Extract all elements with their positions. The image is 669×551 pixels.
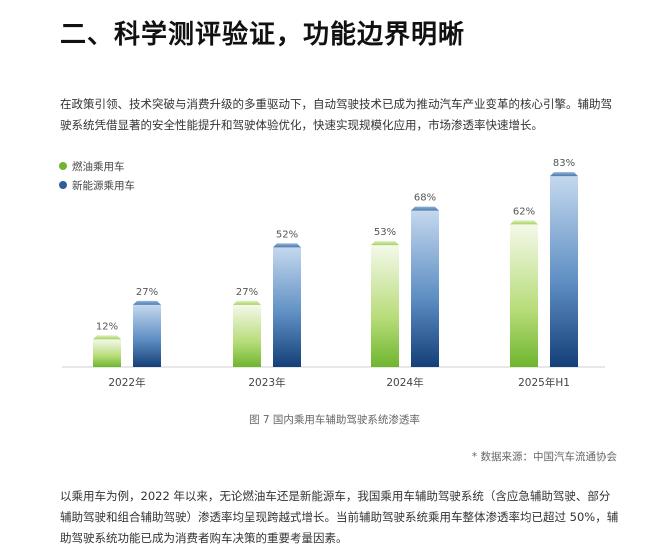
bar-top-nev-0: [133, 300, 161, 305]
x-tick-labels: 2022年 2023年 2024年 2025年H1: [108, 376, 570, 389]
legend-swatch-fuel: [59, 162, 67, 170]
bar-fuel-3: [510, 224, 538, 367]
page-title: 二、科学测评验证，功能边界明晰: [60, 20, 466, 50]
bar-top-fuel-0: [93, 335, 121, 340]
bar-top-fuel-1: [233, 300, 261, 305]
data-label: 27%: [236, 287, 258, 298]
bar-nev-3: [550, 176, 578, 367]
bar-nev-0: [133, 304, 161, 367]
x-tick-label: 2023年: [248, 376, 285, 389]
bar-fuel-0: [93, 339, 121, 367]
x-tick-label: 2024年: [386, 376, 423, 389]
legend-swatch-nev: [59, 181, 67, 189]
data-label: 83%: [553, 158, 575, 169]
data-label: 27%: [136, 287, 158, 298]
bar-top-fuel-3: [510, 220, 538, 225]
bar-top-nev-2: [411, 206, 439, 211]
intro-paragraph: 在政策引领、技术突破与消费升级的多重驱动下，自动驾驶技术已成为推动汽车产业变革的…: [60, 97, 612, 132]
data-label: 12%: [96, 321, 118, 332]
x-tick-label: 2025年H1: [518, 376, 570, 389]
legend-label: 燃油乘用车: [72, 160, 125, 173]
bar-fuel-2: [371, 245, 399, 367]
bar-top-fuel-2: [371, 241, 399, 246]
x-tick-label: 2022年: [108, 376, 145, 389]
bar-nev-1: [273, 247, 301, 367]
bars-group: 12% 27% 27% 52% 53% 68% 62% 83%: [93, 158, 578, 367]
bar-top-nev-1: [273, 243, 301, 248]
figure-caption: 图 7 国内乘用车辅助驾驶系统渗透率: [249, 414, 420, 426]
data-label: 68%: [414, 193, 436, 204]
conclusion-paragraph: 以乘用车为例，2022 年以来，无论燃油车还是新能源车，我国乘用车辅助驾驶系统（…: [60, 489, 619, 545]
bar-fuel-1: [233, 304, 261, 367]
legend-label: 新能源乘用车: [72, 179, 135, 192]
data-label: 62%: [513, 206, 535, 217]
bar-top-nev-3: [550, 172, 578, 177]
data-label: 52%: [276, 229, 298, 240]
data-source-note: * 数据来源：中国汽车流通协会: [471, 451, 617, 463]
data-label: 53%: [374, 227, 396, 238]
bar-nev-2: [411, 210, 439, 367]
